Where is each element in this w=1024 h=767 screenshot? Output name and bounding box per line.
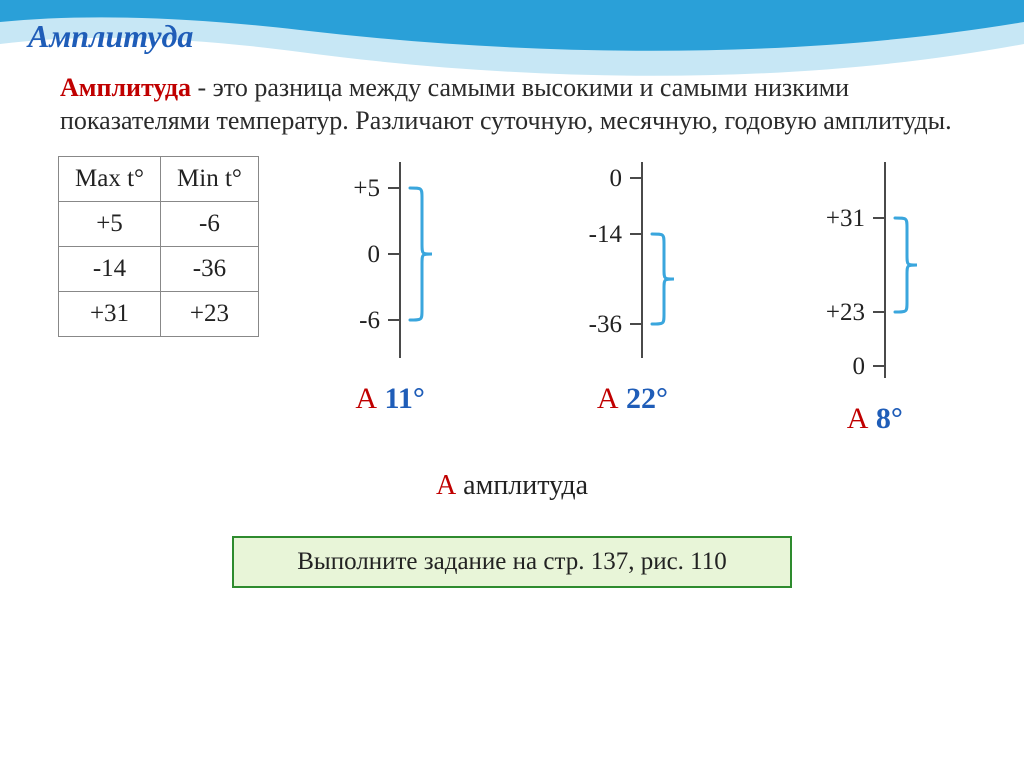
legend-symbol: А bbox=[436, 470, 456, 501]
definition-term: Амплитуда bbox=[60, 73, 191, 102]
scale-tick-label: 0 bbox=[852, 353, 865, 380]
scale-axis: +31 +23 0 bbox=[790, 154, 960, 384]
amplitude-legend: А амплитуда bbox=[28, 470, 996, 502]
scale-tick-label: 0 bbox=[368, 241, 381, 268]
amplitude-value: 22° bbox=[626, 382, 668, 415]
scale-tick-label: +5 bbox=[353, 175, 380, 202]
amplitude-label: А 11° bbox=[305, 382, 475, 416]
legend-text: амплитуда bbox=[456, 470, 588, 501]
table-cell: +5 bbox=[59, 201, 161, 246]
definition-text: Амплитуда - это разница между самыми выс… bbox=[28, 71, 996, 138]
table-header: Max t° bbox=[59, 156, 161, 201]
amplitude-symbol: А bbox=[847, 402, 876, 435]
task-box: Выполните задание на стр. 137, рис. 110 bbox=[232, 536, 792, 588]
amplitude-label: А 8° bbox=[790, 402, 960, 436]
table-row: +31+23 bbox=[59, 291, 259, 336]
scale-tick-label: +23 bbox=[826, 299, 865, 326]
table-header: Min t° bbox=[161, 156, 259, 201]
page-title: Амплитуда bbox=[28, 18, 996, 55]
scale-block: +5 0 -6 А 11° bbox=[305, 154, 475, 416]
brace-icon bbox=[895, 218, 917, 312]
scales-container: +5 0 -6 А 11° 0 -14 -36 А 22° +31 +23 0 А 8° bbox=[269, 152, 996, 436]
data-table: Max t°Min t° +5-6-14-36+31+23 bbox=[58, 156, 259, 337]
table-cell: +31 bbox=[59, 291, 161, 336]
brace-icon bbox=[410, 188, 432, 320]
scale-tick-label: -6 bbox=[359, 307, 380, 334]
scale-axis: +5 0 -6 bbox=[305, 154, 475, 364]
scale-block: +31 +23 0 А 8° bbox=[790, 154, 960, 436]
table-cell: -6 bbox=[161, 201, 259, 246]
definition-rest: - это разница между самыми высокими и са… bbox=[60, 73, 952, 135]
table-row: +5-6 bbox=[59, 201, 259, 246]
scale-block: 0 -14 -36 А 22° bbox=[547, 154, 717, 416]
scale-tick-label: 0 bbox=[610, 165, 623, 192]
scale-tick-label: +31 bbox=[826, 205, 865, 232]
scale-axis: 0 -14 -36 bbox=[547, 154, 717, 364]
amplitude-symbol: А bbox=[355, 382, 384, 415]
scale-tick-label: -36 bbox=[589, 311, 622, 338]
amplitude-value: 8° bbox=[876, 402, 903, 435]
table-cell: +23 bbox=[161, 291, 259, 336]
amplitude-value: 11° bbox=[384, 382, 424, 415]
amplitude-symbol: А bbox=[597, 382, 626, 415]
table-cell: -14 bbox=[59, 246, 161, 291]
scale-tick-label: -14 bbox=[589, 221, 623, 248]
table-row: -14-36 bbox=[59, 246, 259, 291]
amplitude-label: А 22° bbox=[547, 382, 717, 416]
brace-icon bbox=[652, 234, 674, 324]
table-cell: -36 bbox=[161, 246, 259, 291]
